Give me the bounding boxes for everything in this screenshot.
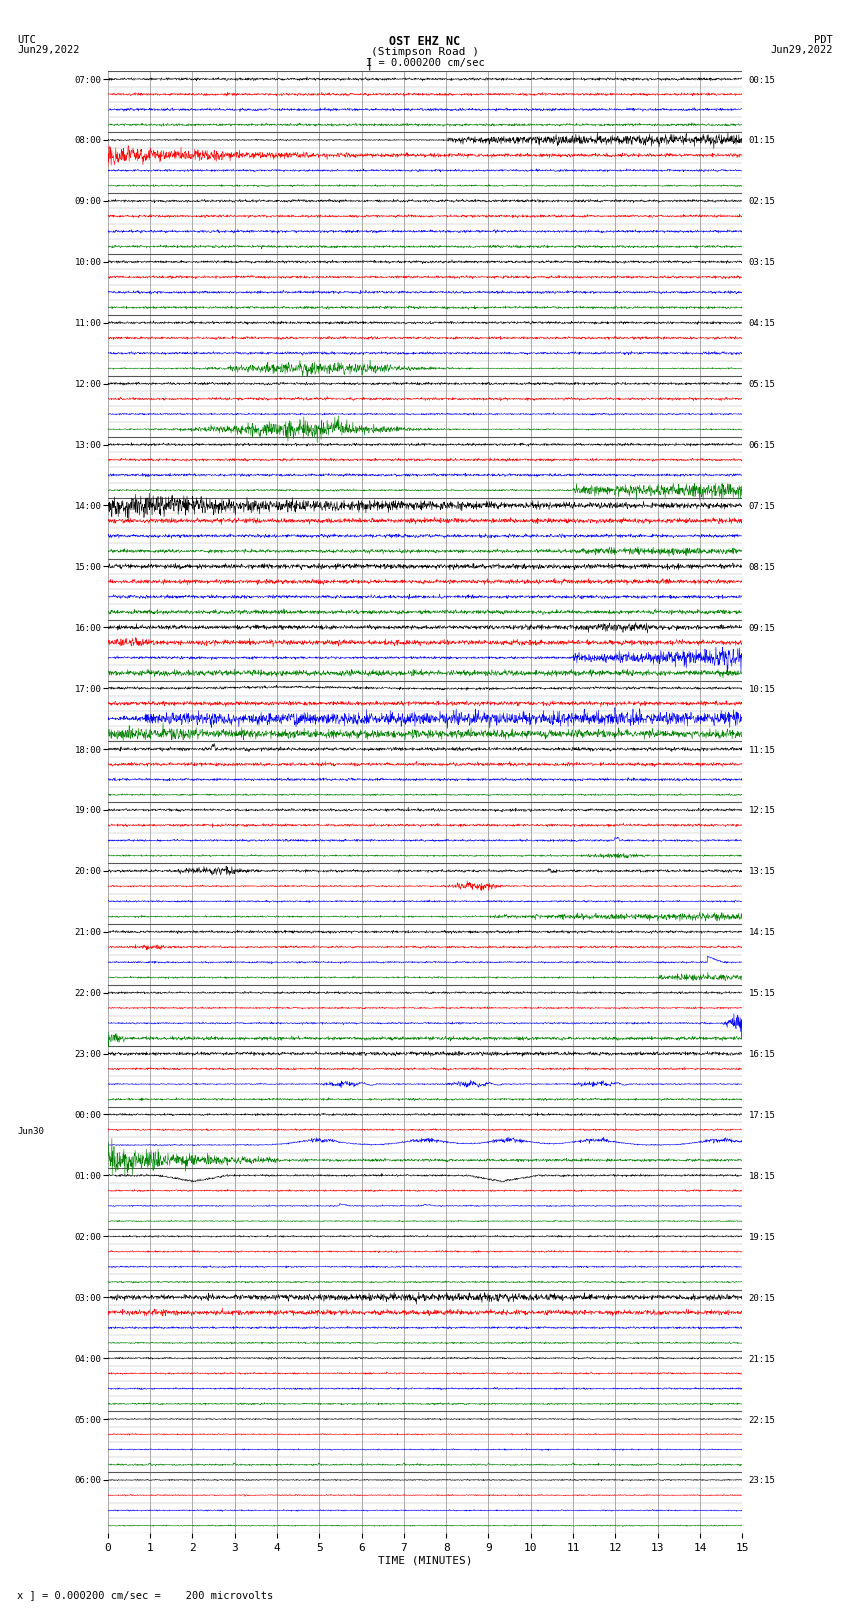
Text: Jun29,2022: Jun29,2022 — [17, 45, 80, 55]
Text: UTC: UTC — [17, 35, 36, 45]
Text: x ] = 0.000200 cm/sec =    200 microvolts: x ] = 0.000200 cm/sec = 200 microvolts — [17, 1590, 273, 1600]
Text: (Stimpson Road ): (Stimpson Road ) — [371, 47, 479, 56]
Text: Jun30: Jun30 — [17, 1127, 44, 1136]
X-axis label: TIME (MINUTES): TIME (MINUTES) — [377, 1557, 473, 1566]
Text: OST EHZ NC: OST EHZ NC — [389, 35, 461, 48]
Text: I = 0.000200 cm/sec: I = 0.000200 cm/sec — [366, 58, 484, 68]
Text: Jun29,2022: Jun29,2022 — [770, 45, 833, 55]
Text: |: | — [366, 58, 373, 71]
Text: PDT: PDT — [814, 35, 833, 45]
